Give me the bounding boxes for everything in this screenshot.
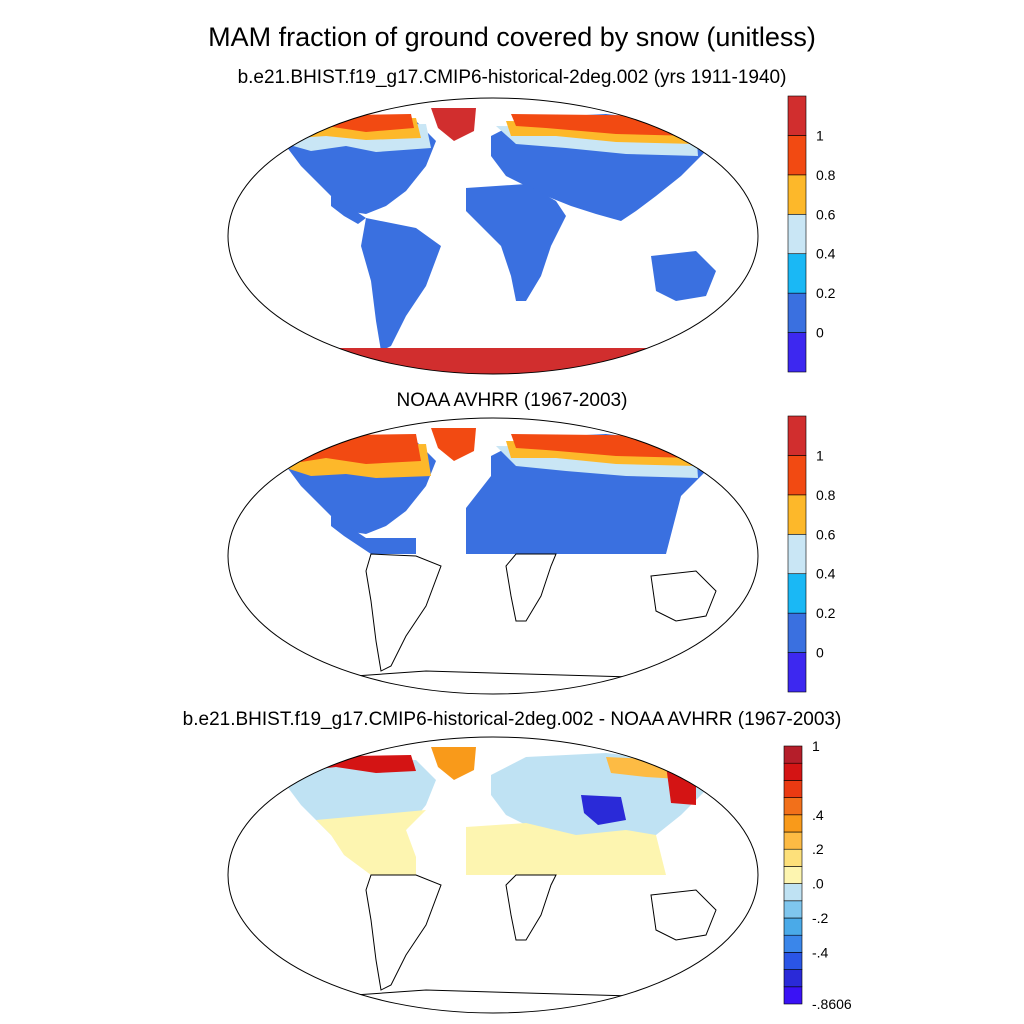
- colorbar-swatch: [787, 332, 807, 373]
- colorbar-swatch: [783, 883, 803, 902]
- colorbar-swatch: [787, 135, 807, 176]
- colorbar-swatch: [783, 780, 803, 798]
- panel-1-map-border: [227, 97, 759, 375]
- colorbar-label: 0.4: [816, 566, 836, 582]
- colorbar-label: -.4: [812, 944, 829, 960]
- colorbar-swatch: [787, 652, 807, 693]
- na-snow-max: [291, 434, 421, 464]
- eurasia-south: [466, 823, 666, 875]
- tibet-negative: [581, 795, 626, 825]
- colorbar-swatch: [783, 952, 803, 970]
- colorbar-label: .0: [812, 876, 824, 892]
- australia-outline: [650, 570, 717, 622]
- panel-3-colorbar: 1 .4 .2 .0 -.2 -.4 -.8606: [783, 738, 852, 1012]
- colorbar-swatch: [783, 969, 803, 988]
- colorbar-label: 0.6: [816, 526, 836, 542]
- figure-title: MAM fraction of ground covered by snow (…: [208, 22, 816, 52]
- panel-1-map: [227, 97, 759, 375]
- panel-1-title: b.e21.BHIST.f19_g17.CMIP6-historical-2de…: [237, 67, 787, 88]
- panel-2-colorbar: 0 0.2 0.4 0.6 0.8 1: [787, 415, 836, 693]
- south-america-outline: [365, 553, 442, 672]
- colorbar-label: 0: [816, 645, 824, 661]
- colorbar-swatch: [783, 917, 803, 936]
- colorbar-swatch: [787, 573, 807, 614]
- panel-3-title: b.e21.BHIST.f19_g17.CMIP6-historical-2de…: [182, 709, 842, 730]
- antarctica-outline: [325, 989, 667, 998]
- panel-1-colorbar: 0 0.2 0.4 0.6 0.8 1: [787, 95, 836, 373]
- colorbar-label: 0.8: [816, 487, 836, 503]
- colorbar-swatch: [787, 455, 807, 496]
- colorbar-swatch: [787, 292, 807, 333]
- colorbar-swatch: [783, 900, 803, 919]
- colorbar-label: 0.4: [816, 246, 836, 262]
- colorbar-swatch: [787, 533, 807, 575]
- eu-east-anomaly: [666, 765, 696, 805]
- africa-south-outline: [505, 874, 557, 941]
- south-america: [361, 218, 441, 351]
- colorbar-label: 1: [816, 447, 824, 463]
- colorbar-swatch: [783, 831, 803, 850]
- africa: [466, 184, 566, 301]
- south-america-outline: [365, 874, 442, 991]
- australia-outline: [650, 889, 717, 941]
- central-america: [331, 196, 366, 224]
- australia: [651, 251, 716, 301]
- colorbar-swatch: [787, 494, 807, 535]
- colorbar-label: 0: [816, 325, 824, 341]
- colorbar-swatch: [787, 213, 807, 255]
- colorbar-swatch: [783, 986, 803, 1005]
- greenland: [431, 428, 476, 461]
- panel-3-map: [227, 736, 759, 1014]
- na-snow-max: [291, 114, 414, 132]
- colorbar-swatch: [787, 415, 807, 456]
- colorbar-swatch: [783, 848, 803, 867]
- antarctica-fill: [326, 348, 666, 374]
- colorbar-swatch: [787, 253, 807, 294]
- colorbar-swatch: [783, 866, 803, 884]
- africa-south-outline: [505, 553, 557, 622]
- greenland: [431, 108, 476, 141]
- colorbar-swatch: [783, 797, 803, 816]
- colorbar-swatch: [787, 95, 807, 136]
- greenland: [431, 747, 476, 780]
- central-america: [331, 516, 416, 554]
- colorbar-label: 0.6: [816, 206, 836, 222]
- panel-2-map-border: [227, 417, 759, 695]
- colorbar-swatch: [783, 762, 803, 781]
- colorbar-label: 0.2: [816, 285, 836, 301]
- colorbar-label: -.8606: [812, 996, 852, 1012]
- colorbar-label: .4: [812, 807, 824, 823]
- colorbar-label: 0.8: [816, 167, 836, 183]
- colorbar-label: -.2: [812, 910, 829, 926]
- panel-2-title: NOAA AVHRR (1967-2003): [396, 390, 628, 411]
- colorbar-swatch: [787, 612, 807, 653]
- north-america-south: [316, 810, 426, 875]
- colorbar-swatch: [783, 814, 803, 833]
- colorbar-label: 1: [816, 127, 824, 143]
- panel-3-map-border: [227, 736, 759, 1014]
- colorbar-swatch: [783, 745, 803, 764]
- colorbar-label: 0.2: [816, 605, 836, 621]
- antarctica-outline: [325, 670, 667, 679]
- colorbar-swatch: [783, 934, 803, 953]
- colorbar-label: .2: [812, 841, 824, 857]
- colorbar-label: 1: [812, 738, 820, 754]
- colorbar-swatch: [787, 174, 807, 215]
- panel-2-map: [227, 417, 759, 695]
